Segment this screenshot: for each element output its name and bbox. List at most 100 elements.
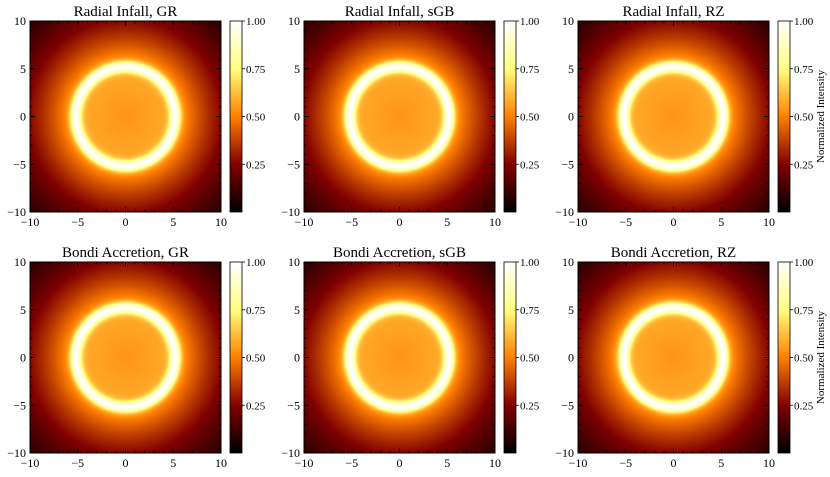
heatmap-image [304,262,495,453]
y-tick-label: 0 [568,351,574,365]
y-tick-label: −5 [287,398,300,412]
y-tick-label: −5 [561,398,574,412]
y-tick-label: −5 [13,398,26,412]
colorbar-label: Normalized Intensity [815,69,827,163]
y-tick-label: 5 [20,303,26,317]
y-tick-label: 10 [14,255,26,269]
colorbar-tick-label: 0.50 [794,353,814,365]
y-tick-label: 10 [562,255,574,269]
y-tick-label: 5 [568,303,574,317]
y-tick-label: 10 [562,14,574,28]
x-tick-label: 0 [671,456,677,470]
colorbar-tick-label: 0.50 [794,112,814,124]
x-tick-label: 5 [444,456,450,470]
panel-2: Radial Infall, sGB −10 −5 0 5 10 −10 −5 0 5 10 0.25… [281,4,540,229]
x-tick-label: −10 [569,215,588,229]
panel-title: Bondi Accretion, RZ [611,245,736,261]
colorbar-tick-label: 0.75 [794,64,814,76]
x-tick-label: 10 [489,215,501,229]
y-tick-label: 5 [20,62,26,76]
x-tick-label: 10 [763,215,775,229]
colorbar [503,20,517,213]
y-tick-label: −10 [7,205,26,219]
x-tick-label: 0 [397,456,403,470]
x-tick-label: 10 [215,456,227,470]
y-tick-label: 5 [294,303,300,317]
colorbar-tick-label: 0.75 [246,64,266,76]
y-tick-label: 0 [294,110,300,124]
y-tick-label: 10 [288,14,300,28]
colorbar-tick-label: 1.00 [794,257,814,269]
y-tick-label: 10 [288,255,300,269]
panel-6: Bondi Accretion, RZ −10 −5 0 5 10 −10 −5 0 5 10 0.2… [555,245,827,470]
x-tick-label: −10 [295,215,314,229]
x-tick-label: −10 [569,456,588,470]
y-tick-label: 0 [294,351,300,365]
colorbar [777,261,791,454]
colorbar-label: Normalized Intensity [815,310,827,404]
x-tick-label: 0 [671,215,677,229]
y-tick-label: −5 [287,157,300,171]
y-tick-label: 5 [294,62,300,76]
panel-title: Radial Infall, GR [74,4,178,20]
x-tick-label: 5 [718,456,724,470]
y-tick-label: 5 [568,62,574,76]
heatmap-image [578,262,769,453]
y-tick-label: −5 [13,157,26,171]
x-tick-label: 5 [170,215,176,229]
panel-title: Bondi Accretion, GR [62,245,189,261]
x-tick-label: −5 [71,215,84,229]
heatmap-image [30,21,221,212]
colorbar-tick-label: 0.25 [794,159,814,171]
colorbar-tick-label: 0.25 [246,159,266,171]
panel-title: Bondi Accretion, sGB [333,245,466,261]
x-tick-label: 10 [489,456,501,470]
colorbar-tick-label: 0.50 [520,112,540,124]
panel-1: Radial Infall, GR −10 −5 0 5 10 −10 −5 0 5 10 0.25 0… [7,4,266,229]
heatmap-image [30,262,221,453]
y-tick-label: −10 [281,446,300,460]
colorbar [503,261,517,454]
colorbar-tick-label: 1.00 [246,16,266,28]
x-tick-label: 5 [444,215,450,229]
x-tick-label: −10 [21,215,40,229]
colorbar-tick-label: 0.25 [246,400,266,412]
x-tick-label: −5 [345,215,358,229]
colorbar-tick-label: 0.75 [794,305,814,317]
x-tick-label: −10 [295,456,314,470]
colorbar-tick-label: 0.75 [520,64,540,76]
colorbar-tick-label: 1.00 [520,257,540,269]
colorbar-tick-label: 1.00 [794,16,814,28]
x-tick-label: 10 [763,456,775,470]
x-tick-label: −5 [619,456,632,470]
colorbar-tick-label: 0.50 [246,353,266,365]
colorbar-tick-label: 0.50 [246,112,266,124]
panel-4: Bondi Accretion, GR −10 −5 0 5 10 −10 −5 0 5 10 0.2… [7,245,266,470]
x-tick-label: 0 [123,215,129,229]
y-tick-label: −10 [555,205,574,219]
colorbar [229,20,243,213]
x-tick-label: −5 [345,456,358,470]
x-tick-label: 10 [215,215,227,229]
x-tick-label: −10 [21,456,40,470]
colorbar-tick-label: 0.25 [520,400,540,412]
y-tick-label: 0 [20,110,26,124]
x-tick-label: 0 [123,456,129,470]
y-tick-label: 10 [14,14,26,28]
colorbar-tick-label: 0.75 [246,305,266,317]
y-tick-label: −10 [7,446,26,460]
y-tick-label: 0 [20,351,26,365]
y-tick-label: −10 [555,446,574,460]
x-tick-label: 5 [718,215,724,229]
y-tick-label: 0 [568,110,574,124]
x-tick-label: 5 [170,456,176,470]
heatmap-image [578,21,769,212]
colorbar-tick-label: 0.75 [520,305,540,317]
colorbar-tick-label: 0.50 [520,353,540,365]
panel-title: Radial Infall, RZ [622,4,724,20]
colorbar-tick-label: 1.00 [246,257,266,269]
colorbar-tick-label: 0.25 [794,400,814,412]
colorbar-tick-label: 0.25 [520,159,540,171]
panel-title: Radial Infall, sGB [345,4,455,20]
